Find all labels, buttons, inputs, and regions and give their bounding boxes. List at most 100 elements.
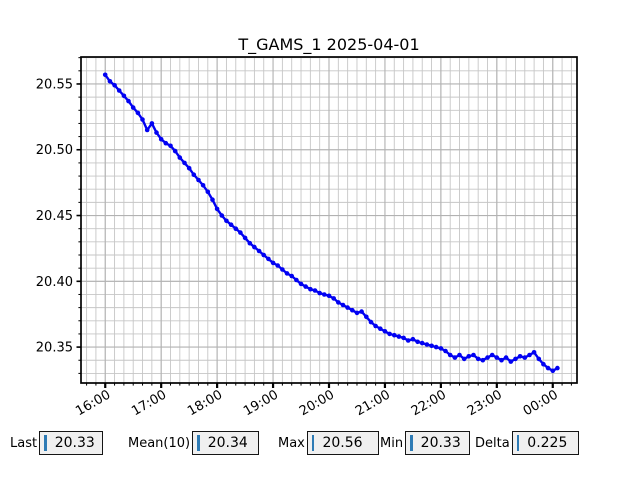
series-marker bbox=[228, 222, 234, 227]
series-marker bbox=[163, 140, 169, 146]
series-marker bbox=[158, 136, 164, 142]
y-tick-label: 20.40 bbox=[36, 275, 73, 290]
chart-canvas: 20.35 20.40 20.45 20.50 20.55 16:00 17:00 18:00… bbox=[36, 35, 578, 419]
text-cursor bbox=[516, 435, 520, 451]
series-marker bbox=[308, 286, 313, 292]
series-marker bbox=[489, 352, 495, 358]
x-tick-label: 16:00 bbox=[73, 387, 113, 419]
series-marker bbox=[191, 172, 197, 177]
series-marker bbox=[387, 331, 392, 337]
series-marker bbox=[112, 83, 117, 88]
series-marker bbox=[461, 356, 467, 362]
mean-value-input[interactable]: 20.34 bbox=[192, 431, 260, 455]
min-label: Min bbox=[380, 435, 404, 451]
series-marker bbox=[233, 226, 239, 231]
mean-value: 20.34 bbox=[207, 435, 248, 451]
delta-value: 0.225 bbox=[527, 435, 568, 451]
min-value-input[interactable]: 20.33 bbox=[405, 431, 471, 455]
min-value: 20.33 bbox=[420, 435, 461, 451]
series-marker bbox=[340, 302, 346, 308]
data-series bbox=[102, 72, 560, 374]
series-marker bbox=[517, 354, 523, 359]
grid-lines bbox=[81, 57, 577, 383]
series-marker bbox=[457, 352, 462, 358]
series-marker bbox=[494, 355, 500, 360]
series-marker bbox=[405, 338, 411, 343]
series-marker bbox=[336, 300, 341, 305]
series-marker bbox=[247, 240, 253, 246]
x-tick-label: 22:00 bbox=[409, 387, 449, 419]
x-tick-label: 00:00 bbox=[521, 387, 561, 419]
series-marker bbox=[545, 365, 551, 371]
series-marker bbox=[121, 93, 127, 99]
series-marker bbox=[354, 310, 360, 316]
series-marker bbox=[368, 319, 374, 325]
series-marker bbox=[503, 355, 509, 360]
x-tick-label: 20:00 bbox=[297, 387, 337, 419]
series-marker bbox=[326, 293, 332, 299]
x-tick-label: 19:00 bbox=[241, 387, 281, 419]
series-marker bbox=[415, 339, 420, 345]
series-marker bbox=[447, 352, 453, 358]
series-marker bbox=[168, 143, 173, 149]
series-marker bbox=[205, 189, 211, 195]
stat-delta: Delta 0.225 bbox=[475, 430, 579, 456]
series-marker bbox=[485, 355, 490, 360]
series-marker bbox=[392, 332, 397, 338]
series-marker bbox=[107, 79, 113, 84]
series-marker bbox=[424, 342, 430, 347]
series-marker bbox=[364, 314, 369, 320]
series-marker bbox=[471, 352, 476, 358]
series-marker bbox=[499, 357, 504, 363]
series-marker bbox=[555, 365, 560, 371]
delta-value-input[interactable]: 0.225 bbox=[511, 431, 579, 455]
series-marker bbox=[550, 368, 556, 374]
last-value-input[interactable]: 20.33 bbox=[39, 431, 104, 455]
series-marker bbox=[186, 165, 192, 171]
series-marker bbox=[135, 110, 141, 116]
x-tick-label: 17:00 bbox=[129, 387, 169, 419]
series-marker bbox=[266, 256, 271, 262]
series-marker bbox=[410, 336, 416, 342]
stat-max: Max 20.56 bbox=[278, 430, 379, 456]
series-marker bbox=[312, 288, 318, 293]
y-tick-label: 20.45 bbox=[36, 209, 73, 224]
x-tick-label: 23:00 bbox=[465, 387, 505, 419]
series-marker bbox=[508, 359, 514, 364]
mean-label: Mean(10) bbox=[128, 435, 191, 451]
series-marker bbox=[210, 197, 215, 202]
series-marker bbox=[182, 160, 187, 166]
series-marker bbox=[373, 323, 378, 329]
series-marker bbox=[196, 177, 201, 183]
series-marker bbox=[345, 305, 350, 310]
series-marker bbox=[317, 290, 323, 296]
series-marker bbox=[396, 334, 402, 339]
series-marker bbox=[238, 230, 243, 235]
series-marker bbox=[284, 271, 290, 276]
chart-title: T_GAMS_1 2025-04-01 bbox=[237, 35, 419, 55]
series-marker bbox=[154, 130, 159, 135]
series-marker bbox=[438, 346, 444, 351]
text-cursor bbox=[311, 435, 315, 451]
series-marker bbox=[214, 206, 220, 212]
series-marker bbox=[172, 148, 178, 154]
last-value: 20.33 bbox=[54, 435, 95, 451]
series-marker bbox=[513, 356, 518, 362]
series-marker bbox=[433, 344, 439, 350]
x-tick-label: 18:00 bbox=[185, 387, 225, 419]
series-marker bbox=[270, 260, 276, 266]
series-marker bbox=[466, 354, 472, 359]
series-marker bbox=[531, 350, 537, 355]
series-marker bbox=[219, 213, 225, 218]
series-marker bbox=[419, 340, 425, 346]
series-marker bbox=[522, 355, 528, 360]
y-tick-label: 20.35 bbox=[36, 341, 73, 356]
max-value-input[interactable]: 20.56 bbox=[306, 431, 379, 455]
text-cursor bbox=[410, 435, 413, 451]
stat-min: Min 20.33 bbox=[380, 430, 471, 456]
series-marker bbox=[382, 329, 388, 334]
series-marker bbox=[289, 273, 295, 279]
series-marker bbox=[536, 356, 542, 362]
stat-last: Last 20.33 bbox=[10, 430, 104, 456]
